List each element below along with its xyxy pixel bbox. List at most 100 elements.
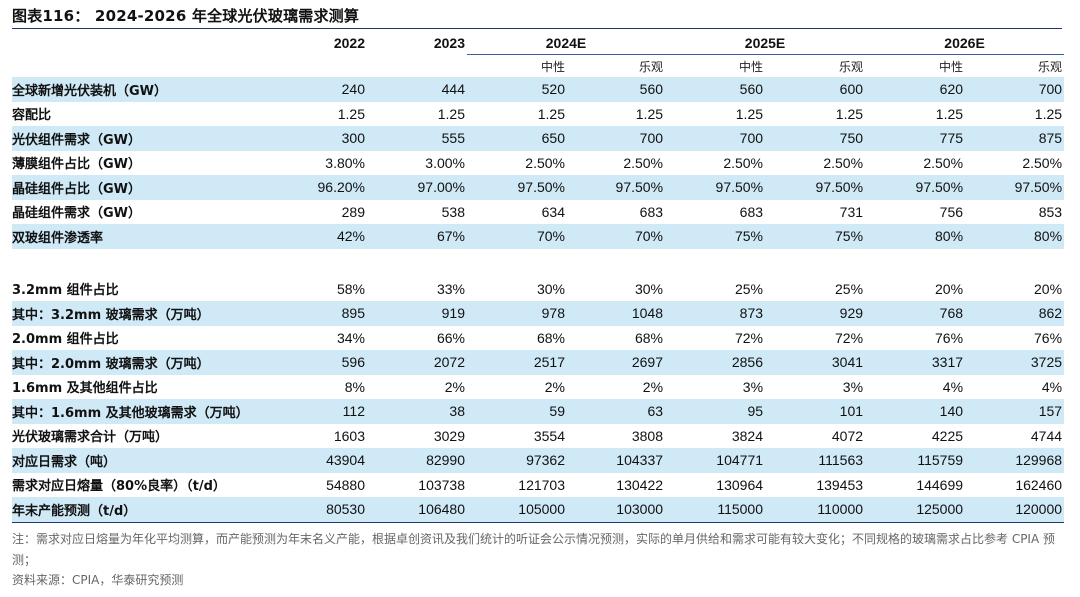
header-blank xyxy=(12,32,269,55)
cell-value: 538 xyxy=(441,203,465,220)
cell-value: 1.25 xyxy=(337,105,365,122)
cell-value: 4744 xyxy=(1030,427,1063,444)
cell-value: 80530 xyxy=(269,497,367,523)
cell-value: 106480 xyxy=(367,497,467,523)
header-group-2026e: 2026E xyxy=(865,32,1065,55)
cell-value: 929 xyxy=(765,301,866,326)
cell-value: 97.50% xyxy=(665,175,766,200)
cell-value: 683 xyxy=(739,203,764,220)
row-label: 容配比 xyxy=(12,108,52,124)
row-label: 对应日需求（吨） xyxy=(12,448,269,473)
cell-value xyxy=(765,249,865,277)
chart-title: 图表116： 2024-2026 年全球光伏玻璃需求测算 xyxy=(12,7,360,25)
cell-value: 76% xyxy=(1034,329,1063,346)
cell-value: 3824 xyxy=(731,427,764,444)
cell-value: 3.80% xyxy=(325,154,365,171)
cell-value: 560 xyxy=(665,77,766,102)
row-label: 晶硅组件占比（GW） xyxy=(12,175,269,200)
row-label: 年末产能预测（t/d） xyxy=(12,497,269,523)
cell-value: 70% xyxy=(567,224,666,249)
scenario-optimistic: 乐观 xyxy=(839,59,864,74)
table-row: 双玻组件渗透率 42% 67% 70% 70% 75% 75% 80% 80% xyxy=(12,224,1065,249)
cell-value: 4% xyxy=(942,378,964,395)
cell-value: 54880 xyxy=(326,476,365,493)
cell-value: 3041 xyxy=(765,350,866,375)
cell-value: 873 xyxy=(665,301,766,326)
scenario-optimistic: 乐观 xyxy=(1038,59,1063,74)
cell-value: 596 xyxy=(269,350,367,375)
cell-value: 129968 xyxy=(965,448,1065,473)
cell-value: 58% xyxy=(336,280,365,297)
cell-value: 2% xyxy=(642,378,664,395)
table-row: 3.2mm 组件占比 58% 33% 30% 30% 25% 25% 20% 20% xyxy=(12,277,1064,302)
cell-value: 300 xyxy=(269,126,367,151)
table-row: 需求对应日熔量（80%良率）（t/d） 54880 103738 121703 1304… xyxy=(12,473,1064,498)
cell-value: 2.50% xyxy=(723,154,764,171)
cell-value: 80% xyxy=(865,224,966,249)
cell-value: 75% xyxy=(765,224,866,249)
cell-value: 115759 xyxy=(865,448,966,473)
cell-value: 1.25 xyxy=(935,105,964,122)
cell-value: 1.25 xyxy=(1034,105,1063,122)
cell-value: 38 xyxy=(367,399,467,424)
row-label xyxy=(12,249,269,277)
cell-value: 25% xyxy=(835,280,864,297)
cell-value: 130422 xyxy=(616,476,664,493)
cell-value: 978 xyxy=(467,301,567,326)
cell-value: 157 xyxy=(965,399,1065,424)
table-row: 2.0mm 组件占比 34% 66% 68% 68% 72% 72% 76% 76% xyxy=(12,326,1064,351)
cell-value: 1.25 xyxy=(537,105,565,122)
cell-value: 97.50% xyxy=(567,175,666,200)
row-label: 薄膜组件占比（GW） xyxy=(12,157,142,173)
cell-value xyxy=(865,249,965,277)
cell-value: 130964 xyxy=(716,476,764,493)
cell-value: 140 xyxy=(865,399,966,424)
cell-value: 700 xyxy=(665,126,766,151)
cell-value: 95 xyxy=(665,399,766,424)
cell-value: 96.20% xyxy=(269,175,367,200)
cell-value: 97362 xyxy=(467,448,567,473)
cell-value: 103738 xyxy=(418,476,465,493)
scenario-optimistic: 乐观 xyxy=(639,59,664,74)
row-label: 光伏组件需求（GW） xyxy=(12,126,269,151)
cell-value: 125000 xyxy=(865,497,966,523)
table-row: 晶硅组件需求（GW） 289 538 634 683 683 731 756 853 xyxy=(12,200,1064,225)
cell-value: 2.50% xyxy=(1022,154,1063,171)
cell-value: 240 xyxy=(269,77,367,102)
cell-value: 3554 xyxy=(533,427,565,444)
header-group-2025e: 2025E xyxy=(665,32,866,55)
row-label: 2.0mm 组件占比 xyxy=(12,332,119,348)
header-row-scenarios: 中性 乐观 中性 乐观 中性 乐观 xyxy=(12,55,1064,78)
cell-value: 42% xyxy=(269,224,367,249)
cell-value: 105000 xyxy=(467,497,567,523)
cell-value: 4072 xyxy=(831,427,864,444)
row-label: 3.2mm 组件占比 xyxy=(12,283,119,299)
cell-value: 59 xyxy=(467,399,567,424)
scenario-neutral: 中性 xyxy=(540,59,565,74)
cell-value xyxy=(665,249,765,277)
cell-value: 634 xyxy=(541,203,565,220)
cell-value: 444 xyxy=(367,77,467,102)
cell-value: 120000 xyxy=(965,497,1065,523)
row-label: 其中：3.2mm 玻璃需求（万吨） xyxy=(12,301,269,326)
table-row: 光伏组件需求（GW） 300 555 650 700 700 750 775 875 xyxy=(12,126,1065,151)
cell-value: 2.50% xyxy=(923,154,964,171)
cell-value: 1.25 xyxy=(635,105,664,122)
header-group-2024e: 2024E xyxy=(467,32,666,55)
cell-value: 1.25 xyxy=(437,105,465,122)
cell-value: 862 xyxy=(965,301,1065,326)
cell-value: 34% xyxy=(336,329,365,346)
cell-value: 112 xyxy=(269,399,367,424)
cell-value: 919 xyxy=(367,301,467,326)
table-row: 其中：3.2mm 玻璃需求（万吨） 895 919 978 1048 873 929 768 8… xyxy=(12,301,1065,326)
row-label: 全球新增光伏装机（GW） xyxy=(12,77,269,102)
table-note: 注：需求对应日熔量为年化平均测算，而产能预测为年末名义产能，根据卓创资讯及我们统… xyxy=(12,532,1055,567)
table-row: 1.6mm 及其他组件占比 8% 2% 2% 2% 3% 3% 4% 4% xyxy=(12,375,1064,400)
row-label: 1.6mm 及其他组件占比 xyxy=(12,381,158,397)
cell-value: 600 xyxy=(765,77,866,102)
cell-value: 2% xyxy=(444,378,465,395)
row-label: 需求对应日熔量（80%良率）（t/d） xyxy=(12,479,226,495)
cell-value: 2% xyxy=(544,378,565,395)
row-label: 晶硅组件需求（GW） xyxy=(12,206,142,222)
glass-demand-table: 2022 2023 2024E 2025E 2026E 中性 乐观 中性 乐观 … xyxy=(12,32,1065,523)
